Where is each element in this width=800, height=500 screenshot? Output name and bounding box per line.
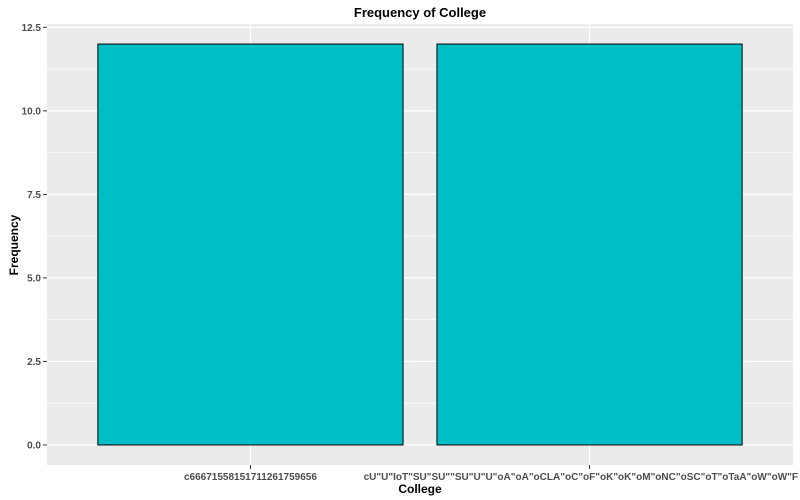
chart-title: Frequency of College bbox=[354, 5, 486, 20]
bar bbox=[436, 43, 743, 446]
x-axis: c66671558151711261759656 cU"U"IoT"SU"SU""… bbox=[184, 465, 798, 483]
y-tick-label: 10.0 bbox=[22, 106, 42, 117]
y-tick-label: 5.0 bbox=[27, 273, 41, 284]
y-axis: 0.0 2.5 5.0 7.5 10.0 12.5 bbox=[22, 23, 47, 451]
bar bbox=[97, 43, 404, 446]
x-tick-label: c66671558151711261759656 bbox=[184, 472, 317, 483]
y-tick-label: 2.5 bbox=[27, 357, 41, 368]
y-tick-label: 7.5 bbox=[27, 190, 41, 201]
y-axis-title: Frequency bbox=[7, 214, 21, 275]
x-tick-label: cU"U"IoT"SU"SU""SU"U"U"oA"oA"oCLA"oC"oF"… bbox=[364, 472, 798, 483]
y-tick-label: 0.0 bbox=[27, 440, 41, 451]
y-tick-label: 12.5 bbox=[22, 23, 42, 34]
x-axis-title: College bbox=[398, 482, 442, 496]
bars bbox=[97, 43, 743, 446]
